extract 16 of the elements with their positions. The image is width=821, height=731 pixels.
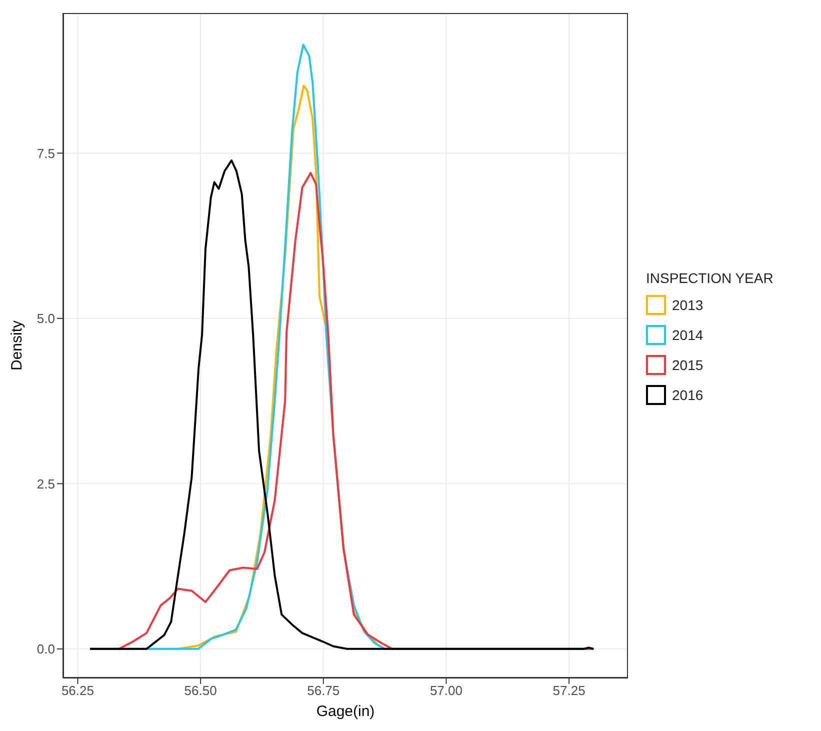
legend-label: 2014: [672, 327, 704, 343]
y-axis-title: Density: [8, 320, 26, 371]
x-tick-label: 57.00: [430, 683, 462, 698]
legend-title: INSPECTION YEAR: [646, 270, 774, 286]
x-tick-label: 56.75: [307, 683, 340, 698]
x-tick-label: 56.25: [61, 683, 94, 698]
x-tick-label: 57.25: [552, 683, 586, 698]
y-tick-label: 7.5: [36, 146, 55, 161]
legend-label: 2015: [672, 357, 704, 373]
y-tick-label: 2.5: [36, 476, 55, 492]
legend-label: 2016: [672, 387, 704, 403]
x-axis-title: Gage(in): [316, 703, 375, 720]
x-tick-label: 56.50: [184, 683, 217, 698]
y-tick-label: 0.0: [36, 642, 55, 657]
y-tick-label: 5.0: [36, 311, 55, 326]
legend-label: 2013: [672, 297, 704, 313]
